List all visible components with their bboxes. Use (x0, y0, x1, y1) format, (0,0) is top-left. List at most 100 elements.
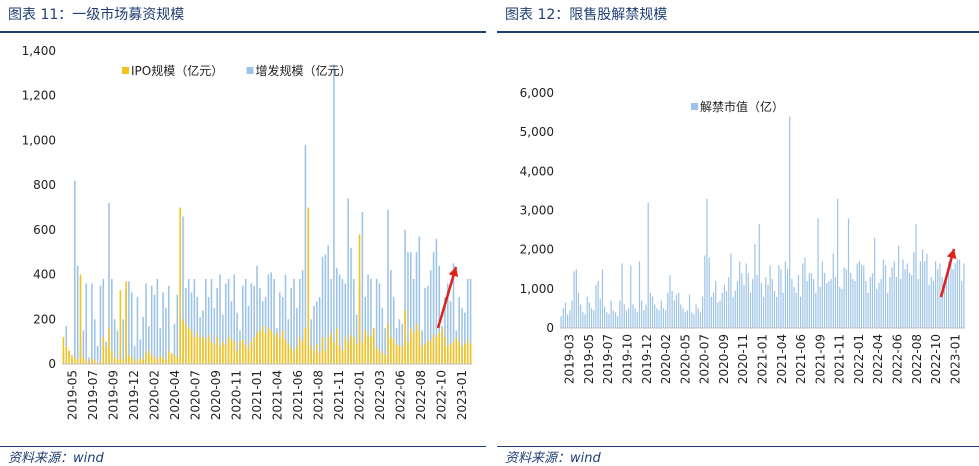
x-tick-label: 2019-07 (86, 370, 100, 420)
x-tick-label: 2021-08 (311, 370, 325, 420)
bar (678, 292, 680, 328)
bar (139, 357, 142, 364)
bar (734, 290, 736, 328)
bar (656, 308, 658, 328)
bar (806, 281, 808, 328)
bar (301, 270, 304, 364)
bar (684, 312, 686, 328)
bar (412, 279, 415, 364)
bar (256, 265, 258, 364)
bar (378, 350, 381, 364)
bar (704, 255, 706, 328)
bar (780, 269, 782, 328)
bar (845, 269, 847, 328)
bar (259, 330, 261, 364)
bar (304, 144, 307, 364)
bar (791, 279, 793, 328)
bar (847, 218, 850, 328)
bar (162, 357, 164, 364)
bar (387, 209, 389, 364)
bar (571, 300, 573, 328)
bar (327, 337, 329, 364)
bar (669, 275, 671, 329)
trend-arrow (436, 266, 458, 329)
bar (256, 332, 258, 364)
bar (863, 265, 865, 328)
bar (839, 286, 841, 329)
bar (361, 341, 364, 364)
bar (76, 359, 79, 364)
bar (82, 330, 85, 364)
bar (71, 355, 73, 364)
bar (264, 332, 267, 364)
y-tick-label: 400 (33, 268, 56, 282)
bar (196, 332, 199, 364)
bar (919, 261, 921, 328)
bar (91, 283, 93, 364)
bar (335, 328, 338, 364)
bar (167, 350, 170, 364)
bar (432, 252, 435, 364)
bar (773, 290, 776, 328)
bar (159, 328, 162, 364)
bar (207, 296, 210, 364)
bar (341, 350, 344, 364)
bar (244, 279, 247, 364)
bar (712, 292, 715, 328)
bar (455, 337, 458, 364)
bar (233, 341, 236, 364)
bar (190, 292, 193, 364)
bar (461, 346, 463, 364)
bar (802, 263, 804, 329)
x-tick-label: 2020-11 (229, 370, 243, 420)
bar (350, 334, 352, 364)
y-tick-label: 200 (33, 312, 56, 326)
bar (250, 283, 253, 364)
bar (222, 341, 224, 364)
x-tick-label: 2023-01 (455, 370, 469, 420)
y-tick-label: 2,000 (520, 243, 554, 257)
x-tick-label: 2020-07 (188, 370, 202, 420)
y-tick-label: 0 (48, 357, 56, 371)
bar (804, 257, 806, 328)
bar (435, 337, 438, 364)
bar (444, 296, 446, 364)
y-tick-label: 6,000 (520, 86, 554, 100)
bar (270, 330, 273, 364)
bar (793, 286, 795, 329)
bar (133, 346, 136, 364)
bar (165, 308, 167, 364)
bar (321, 256, 324, 364)
bar (569, 310, 571, 329)
bar (244, 343, 247, 364)
bar (921, 249, 924, 328)
bar (469, 343, 472, 364)
bar (723, 284, 725, 328)
bar (372, 328, 375, 364)
bar (105, 346, 107, 364)
bar (156, 359, 159, 364)
bar (758, 224, 760, 328)
bar (630, 265, 632, 328)
bar (695, 304, 697, 328)
bar (660, 300, 662, 328)
bar (577, 292, 580, 328)
bar (216, 287, 218, 364)
bar (645, 304, 647, 328)
bar (441, 328, 443, 364)
bar (145, 283, 147, 364)
bar (153, 294, 156, 364)
bar (662, 308, 665, 328)
bar (99, 361, 102, 364)
bar (333, 341, 335, 364)
chart-unlock: 0 1,000 2,000 3,000 4,000 5,000 6,000 2019-03 20… (520, 86, 965, 384)
bar (586, 296, 588, 328)
bar (651, 296, 654, 328)
bar (808, 273, 810, 328)
bar (287, 343, 290, 364)
bar (108, 203, 110, 364)
x-tick-label: 2022-08 (414, 370, 428, 420)
bar (276, 332, 278, 364)
bar (817, 218, 819, 328)
bar (375, 279, 378, 364)
